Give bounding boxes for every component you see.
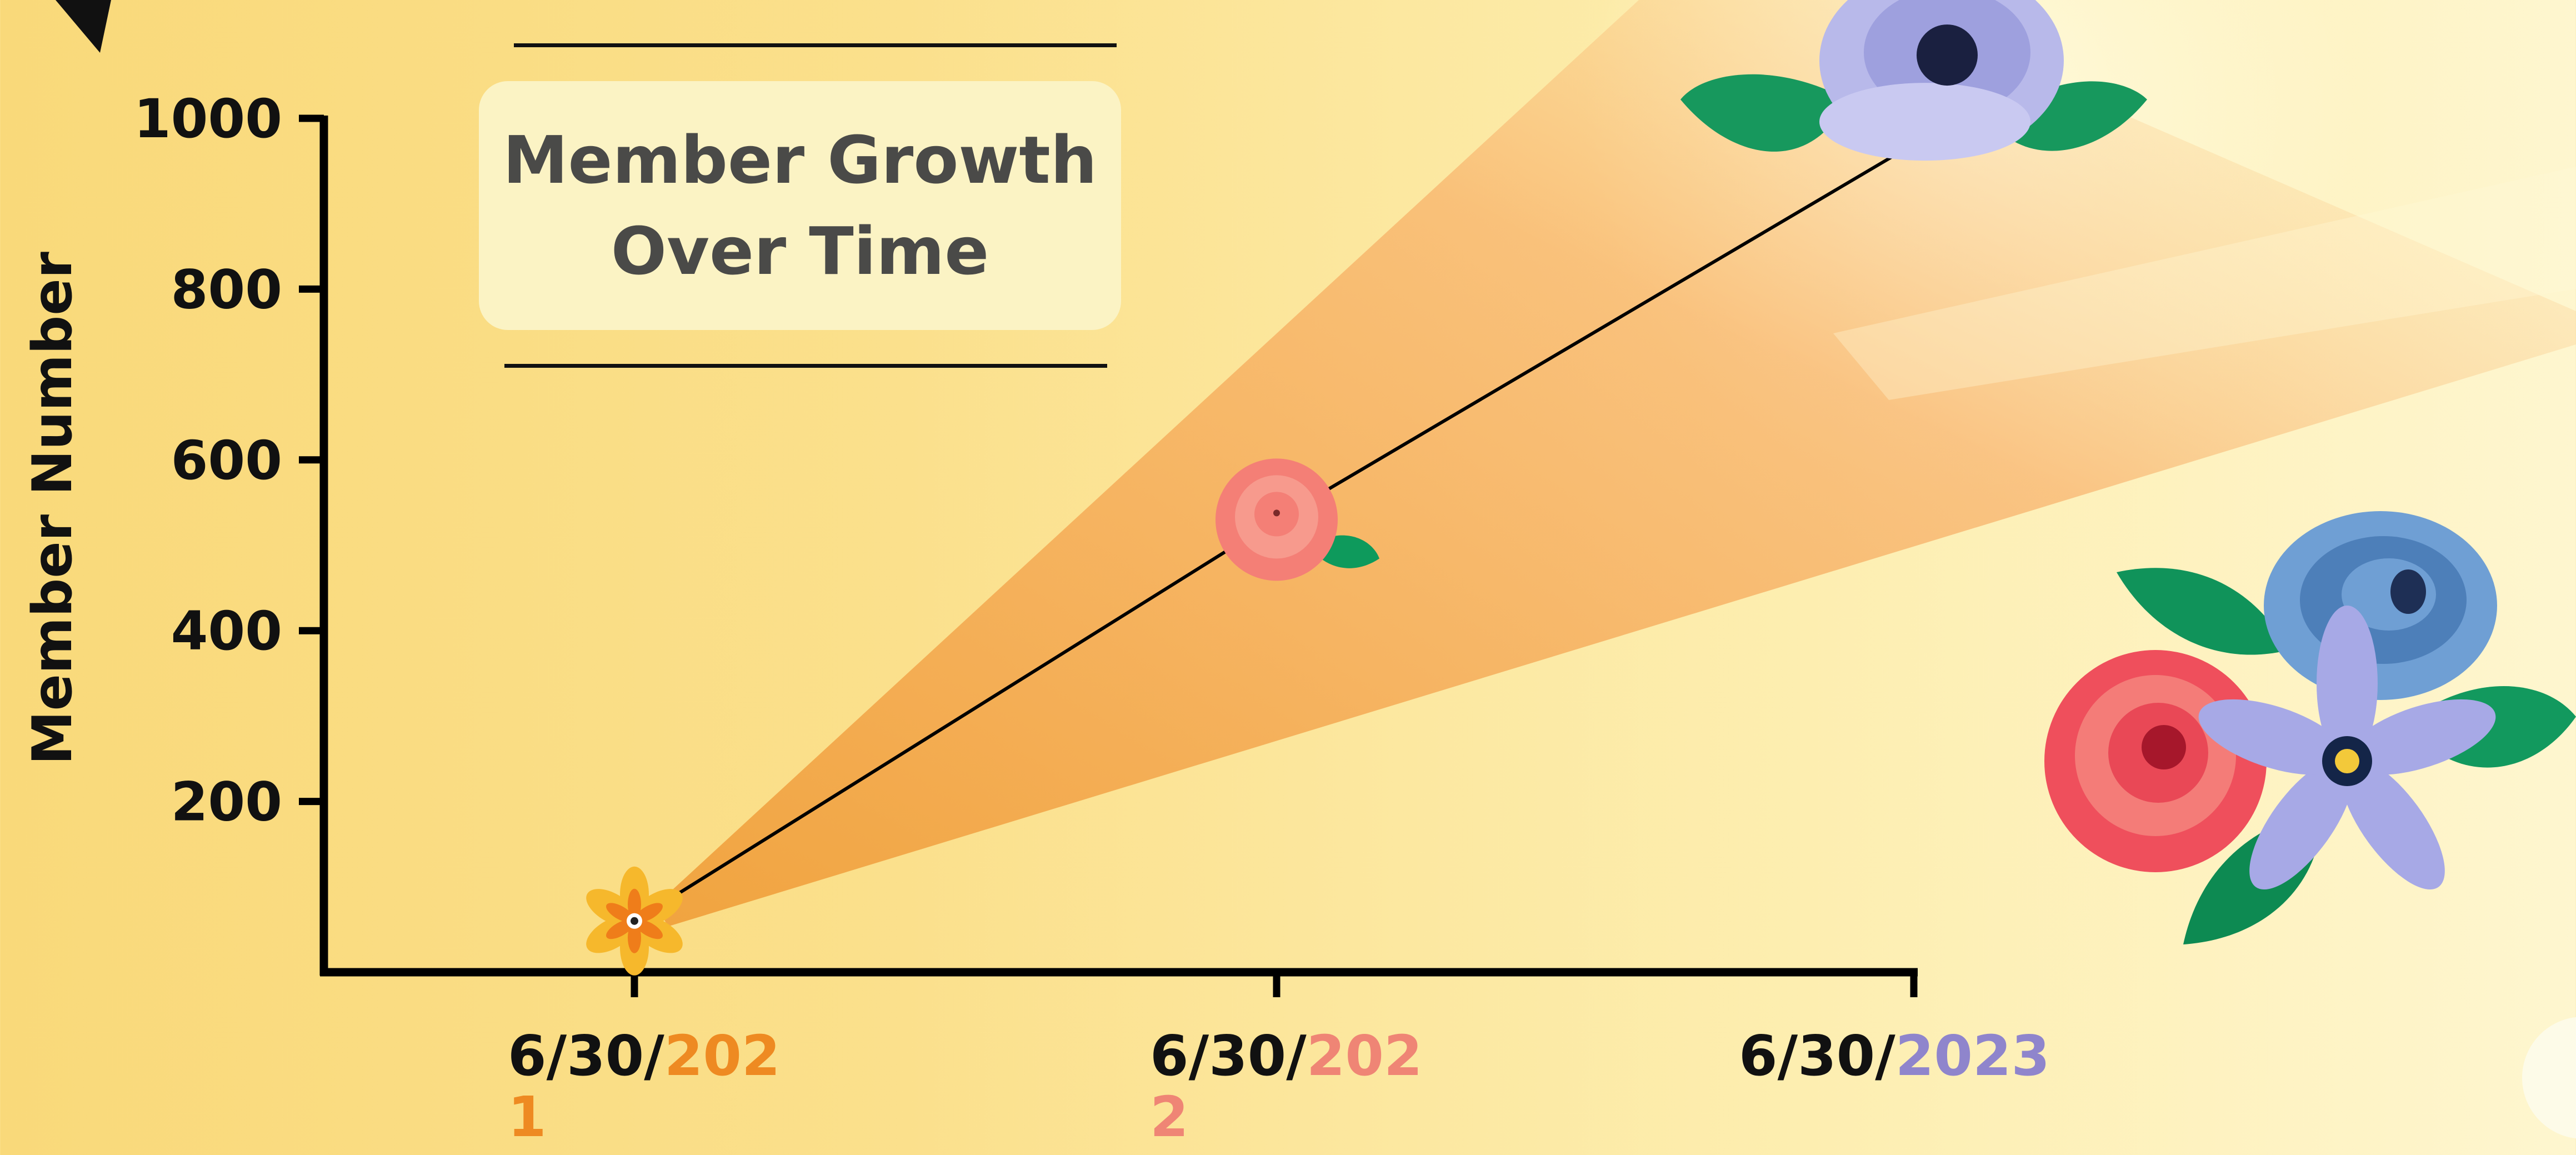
- y-tick-label: 200: [171, 771, 282, 833]
- y-tick-label: 800: [171, 258, 282, 321]
- flower-icon: [586, 866, 683, 976]
- chart-title: Member Growth Over Time: [503, 122, 1097, 289]
- growth-beam: [657, 0, 2576, 927]
- y-tick-label: 600: [171, 429, 282, 492]
- chart-title-box: Member Growth Over Time: [479, 81, 1121, 330]
- y-tick-label: 1000: [134, 88, 282, 150]
- bouquet-icon: [2044, 511, 2576, 944]
- title-rule-top: [514, 43, 1117, 47]
- corner-arrow-icon: [56, 0, 111, 53]
- anemone-icon: [1680, 0, 2147, 161]
- svg-text:6/30/202: 6/30/202: [1150, 1023, 1423, 1088]
- beam-highlight: [1833, 167, 2576, 400]
- rose-icon: [1216, 458, 1379, 581]
- svg-text:6/30/202: 6/30/202: [508, 1023, 781, 1088]
- svg-text:1: 1: [508, 1084, 547, 1149]
- x-tick-label: 6/30/2023: [1739, 1023, 2050, 1088]
- axes: 20040060080010006/30/20216/30/20226/30/2…: [134, 88, 2050, 1149]
- data-marks: [586, 0, 2147, 976]
- y-axis-title: Member Number: [21, 251, 84, 765]
- y-tick-label: 400: [171, 600, 282, 662]
- svg-text:2: 2: [1150, 1084, 1189, 1149]
- title-rule-bottom: [504, 364, 1107, 368]
- svg-text:6/30/2023: 6/30/2023: [1739, 1023, 2050, 1088]
